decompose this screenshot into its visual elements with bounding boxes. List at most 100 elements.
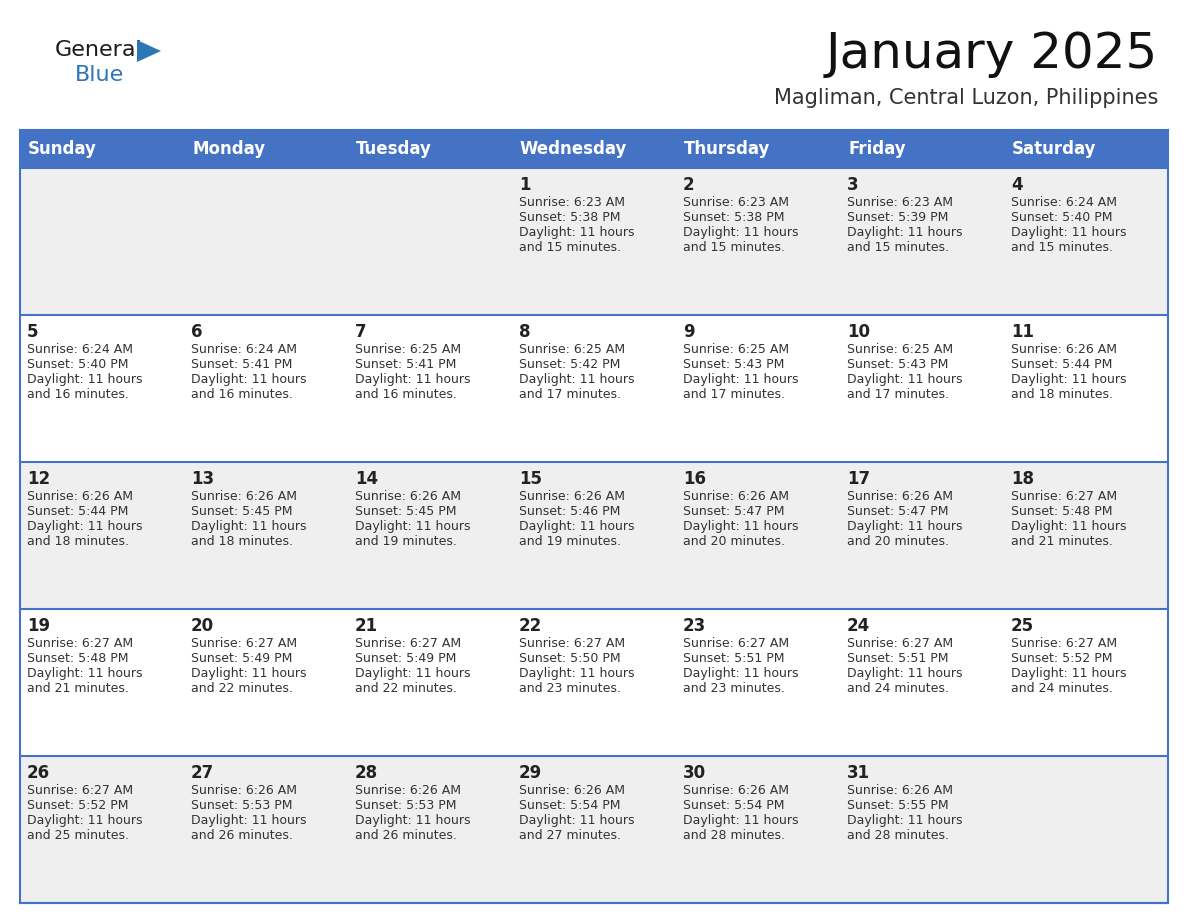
Text: 8: 8: [519, 323, 531, 341]
Text: Daylight: 11 hours: Daylight: 11 hours: [847, 520, 962, 533]
Text: 9: 9: [683, 323, 695, 341]
Bar: [20, 756, 184, 903]
Text: and 24 minutes.: and 24 minutes.: [1011, 682, 1113, 695]
Text: 29: 29: [519, 764, 542, 782]
Bar: [1004, 609, 1168, 756]
Text: Sunrise: 6:25 AM: Sunrise: 6:25 AM: [847, 343, 953, 356]
Text: January 2025: January 2025: [826, 30, 1158, 78]
Polygon shape: [137, 40, 162, 62]
Text: Sunset: 5:47 PM: Sunset: 5:47 PM: [683, 505, 784, 518]
Bar: [20, 168, 184, 315]
Text: Sunset: 5:47 PM: Sunset: 5:47 PM: [847, 505, 948, 518]
Text: Sunrise: 6:23 AM: Sunrise: 6:23 AM: [847, 196, 953, 209]
Text: Sunset: 5:41 PM: Sunset: 5:41 PM: [191, 358, 292, 371]
Text: Sunset: 5:52 PM: Sunset: 5:52 PM: [27, 799, 128, 812]
Text: Sunrise: 6:25 AM: Sunrise: 6:25 AM: [519, 343, 625, 356]
Text: Daylight: 11 hours: Daylight: 11 hours: [847, 226, 962, 239]
Text: Sunset: 5:39 PM: Sunset: 5:39 PM: [847, 211, 948, 224]
Bar: [20, 315, 184, 462]
Text: Sunset: 5:54 PM: Sunset: 5:54 PM: [519, 799, 620, 812]
Text: Daylight: 11 hours: Daylight: 11 hours: [683, 667, 798, 680]
Text: and 18 minutes.: and 18 minutes.: [191, 535, 293, 548]
Text: Sunrise: 6:26 AM: Sunrise: 6:26 AM: [27, 490, 133, 503]
Text: Friday: Friday: [848, 140, 905, 158]
Bar: [20, 462, 184, 609]
Text: 21: 21: [355, 617, 378, 635]
Bar: [184, 130, 348, 168]
Text: 28: 28: [355, 764, 378, 782]
Text: Daylight: 11 hours: Daylight: 11 hours: [683, 373, 798, 386]
Text: Sunrise: 6:27 AM: Sunrise: 6:27 AM: [27, 637, 133, 650]
Text: Sunset: 5:46 PM: Sunset: 5:46 PM: [519, 505, 620, 518]
Text: Monday: Monday: [192, 140, 265, 158]
Text: Daylight: 11 hours: Daylight: 11 hours: [1011, 520, 1126, 533]
Text: Sunrise: 6:26 AM: Sunrise: 6:26 AM: [683, 784, 789, 797]
Text: 27: 27: [191, 764, 214, 782]
Text: Sunset: 5:55 PM: Sunset: 5:55 PM: [847, 799, 949, 812]
Text: Daylight: 11 hours: Daylight: 11 hours: [191, 373, 307, 386]
Text: and 27 minutes.: and 27 minutes.: [519, 829, 621, 842]
Text: Daylight: 11 hours: Daylight: 11 hours: [27, 373, 143, 386]
Text: and 20 minutes.: and 20 minutes.: [847, 535, 949, 548]
Text: and 17 minutes.: and 17 minutes.: [683, 388, 785, 401]
Text: Sunrise: 6:27 AM: Sunrise: 6:27 AM: [519, 637, 625, 650]
Bar: [1004, 756, 1168, 903]
Bar: [840, 315, 1004, 462]
Text: Tuesday: Tuesday: [356, 140, 432, 158]
Text: Daylight: 11 hours: Daylight: 11 hours: [27, 814, 143, 827]
Text: Daylight: 11 hours: Daylight: 11 hours: [683, 226, 798, 239]
Text: Sunset: 5:44 PM: Sunset: 5:44 PM: [27, 505, 128, 518]
Text: Sunset: 5:43 PM: Sunset: 5:43 PM: [683, 358, 784, 371]
Text: Sunrise: 6:23 AM: Sunrise: 6:23 AM: [519, 196, 625, 209]
Bar: [840, 609, 1004, 756]
Bar: [348, 609, 512, 756]
Bar: [184, 462, 348, 609]
Text: Sunset: 5:38 PM: Sunset: 5:38 PM: [519, 211, 620, 224]
Bar: [348, 462, 512, 609]
Text: and 24 minutes.: and 24 minutes.: [847, 682, 949, 695]
Text: Sunrise: 6:23 AM: Sunrise: 6:23 AM: [683, 196, 789, 209]
Text: and 28 minutes.: and 28 minutes.: [683, 829, 785, 842]
Text: Daylight: 11 hours: Daylight: 11 hours: [1011, 373, 1126, 386]
Text: 24: 24: [847, 617, 871, 635]
Text: Saturday: Saturday: [1012, 140, 1097, 158]
Text: Sunrise: 6:26 AM: Sunrise: 6:26 AM: [847, 784, 953, 797]
Bar: [184, 756, 348, 903]
Text: and 17 minutes.: and 17 minutes.: [519, 388, 621, 401]
Text: Magliman, Central Luzon, Philippines: Magliman, Central Luzon, Philippines: [773, 88, 1158, 108]
Text: Sunrise: 6:26 AM: Sunrise: 6:26 AM: [683, 490, 789, 503]
Text: 1: 1: [519, 176, 531, 194]
Text: and 21 minutes.: and 21 minutes.: [1011, 535, 1113, 548]
Bar: [184, 168, 348, 315]
Bar: [348, 756, 512, 903]
Text: Blue: Blue: [75, 65, 125, 85]
Bar: [1004, 315, 1168, 462]
Text: Sunset: 5:40 PM: Sunset: 5:40 PM: [27, 358, 128, 371]
Text: Daylight: 11 hours: Daylight: 11 hours: [191, 667, 307, 680]
Text: Daylight: 11 hours: Daylight: 11 hours: [519, 667, 634, 680]
Text: and 15 minutes.: and 15 minutes.: [1011, 241, 1113, 254]
Text: and 17 minutes.: and 17 minutes.: [847, 388, 949, 401]
Text: Sunrise: 6:27 AM: Sunrise: 6:27 AM: [27, 784, 133, 797]
Text: Sunrise: 6:24 AM: Sunrise: 6:24 AM: [1011, 196, 1117, 209]
Text: Sunset: 5:45 PM: Sunset: 5:45 PM: [355, 505, 456, 518]
Text: Daylight: 11 hours: Daylight: 11 hours: [847, 814, 962, 827]
Text: Sunset: 5:49 PM: Sunset: 5:49 PM: [355, 652, 456, 665]
Text: Sunset: 5:51 PM: Sunset: 5:51 PM: [847, 652, 948, 665]
Text: Sunrise: 6:26 AM: Sunrise: 6:26 AM: [191, 784, 297, 797]
Text: Sunday: Sunday: [29, 140, 97, 158]
Text: 4: 4: [1011, 176, 1023, 194]
Text: and 23 minutes.: and 23 minutes.: [519, 682, 621, 695]
Text: and 18 minutes.: and 18 minutes.: [1011, 388, 1113, 401]
Text: Sunrise: 6:24 AM: Sunrise: 6:24 AM: [27, 343, 133, 356]
Text: and 22 minutes.: and 22 minutes.: [355, 682, 457, 695]
Bar: [1004, 168, 1168, 315]
Text: Sunrise: 6:26 AM: Sunrise: 6:26 AM: [355, 490, 461, 503]
Text: Sunset: 5:43 PM: Sunset: 5:43 PM: [847, 358, 948, 371]
Text: Sunrise: 6:27 AM: Sunrise: 6:27 AM: [1011, 490, 1117, 503]
Bar: [840, 168, 1004, 315]
Text: 11: 11: [1011, 323, 1034, 341]
Text: 23: 23: [683, 617, 706, 635]
Text: Daylight: 11 hours: Daylight: 11 hours: [847, 667, 962, 680]
Text: General: General: [55, 40, 143, 60]
